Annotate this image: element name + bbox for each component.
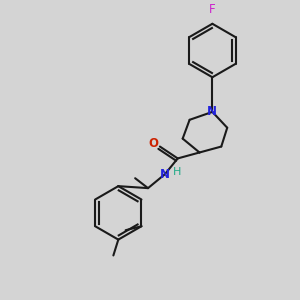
Text: H: H (172, 167, 181, 177)
Text: O: O (148, 137, 158, 150)
Text: N: N (160, 168, 170, 181)
Text: N: N (207, 105, 218, 119)
Text: F: F (209, 3, 216, 16)
